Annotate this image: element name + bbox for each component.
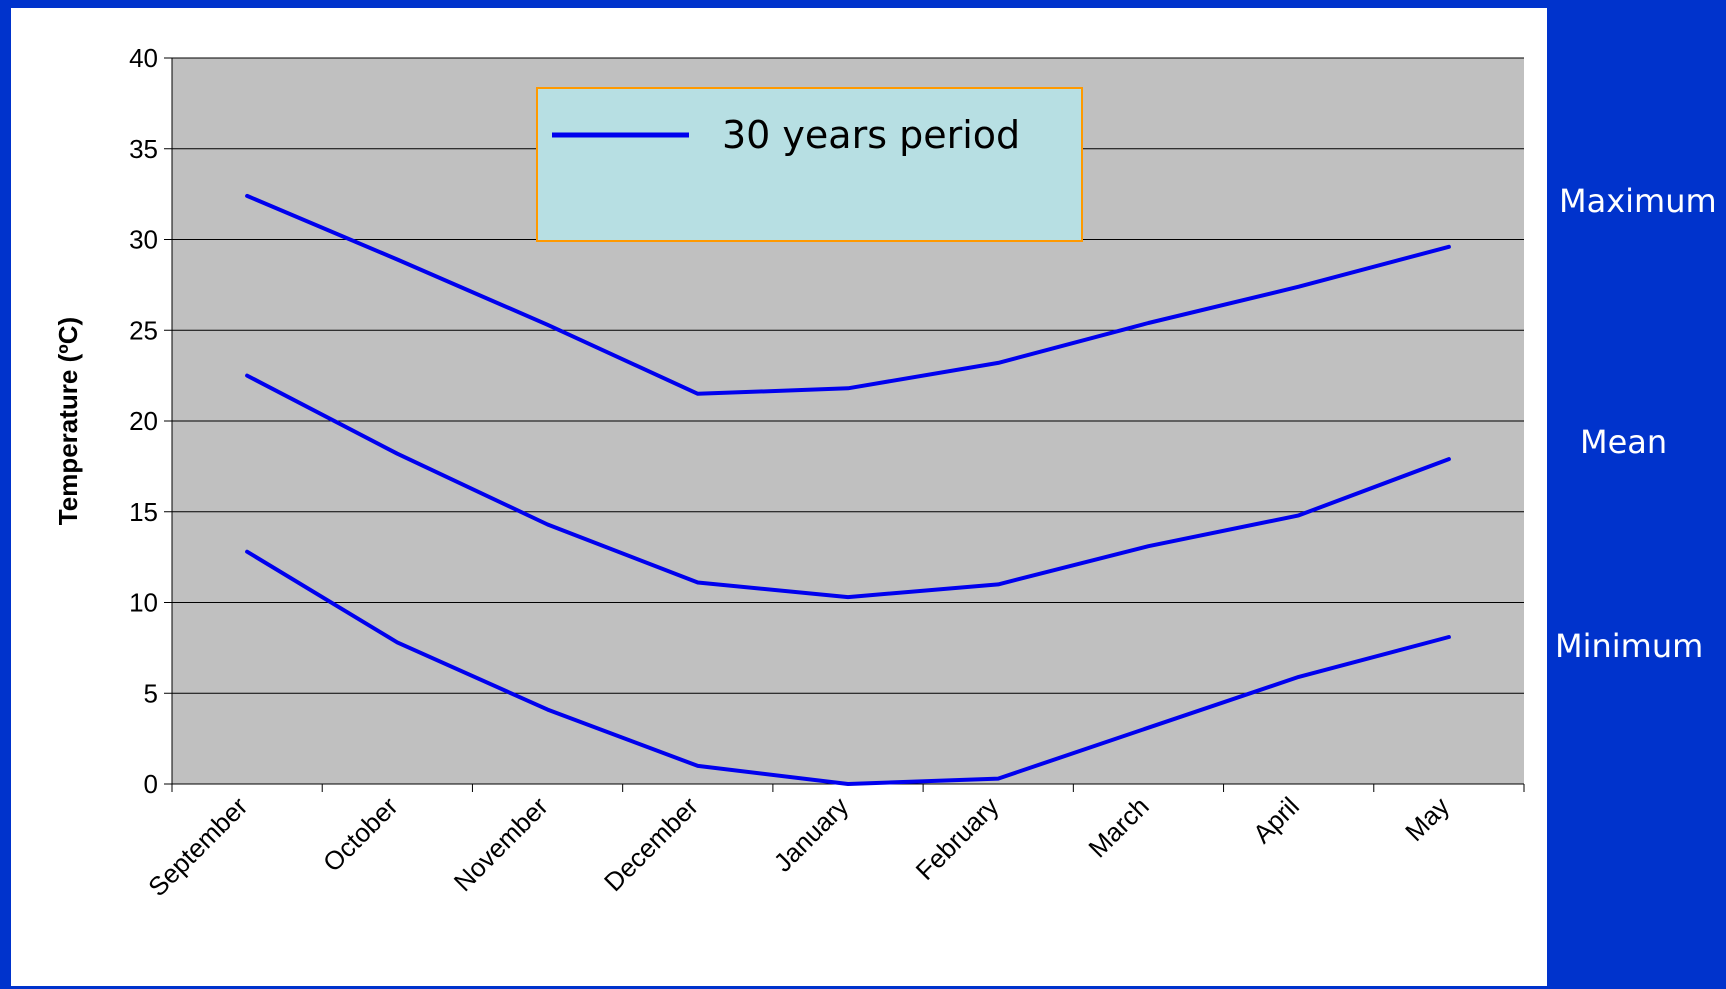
series-line-maximum (245, 193, 1451, 396)
series-lines (245, 193, 1451, 786)
x-ticks: September October November December January F… (142, 784, 1525, 902)
x-tick-label: February (910, 791, 1005, 886)
y-tick-label: 20 (129, 406, 158, 436)
y-tick-label: 10 (129, 588, 158, 618)
y-tick-label: 15 (129, 497, 158, 527)
y-tick-label: 40 (129, 43, 158, 73)
y-axis-title: Temperature (ºC) (53, 317, 83, 525)
y-tick-label: 0 (144, 769, 158, 799)
temperature-chart: 0 5 10 15 20 25 30 35 40 September October Novembe… (53, 43, 1525, 902)
legend-label: 30 years period (722, 113, 1020, 157)
mean-label: Mean (1580, 423, 1668, 461)
series-line-minimum (245, 549, 1451, 786)
legend-box (536, 87, 1083, 242)
x-tick-label: March (1082, 791, 1154, 863)
x-tick-label: October (317, 791, 404, 878)
x-tick-label: January (768, 791, 855, 878)
x-tick-label: December (598, 791, 704, 897)
y-tick-label: 5 (144, 678, 158, 708)
chart-frame: 0 5 10 15 20 25 30 35 40 September October Novembe… (11, 8, 1547, 986)
y-tick-label: 35 (129, 134, 158, 164)
y-tick-label: 25 (129, 315, 158, 345)
maximum-label: Maximum (1559, 182, 1717, 220)
y-tick-label: 30 (129, 225, 158, 255)
x-tick-label: November (448, 791, 554, 897)
minimum-label: Minimum (1555, 627, 1704, 665)
x-tick-label: May (1399, 791, 1455, 847)
legend: 30 years period (536, 87, 1083, 242)
x-tick-label: April (1247, 791, 1305, 849)
series-line-mean (245, 373, 1451, 600)
y-ticks: 0 5 10 15 20 25 30 35 40 (129, 43, 172, 799)
x-tick-label: September (142, 791, 253, 902)
